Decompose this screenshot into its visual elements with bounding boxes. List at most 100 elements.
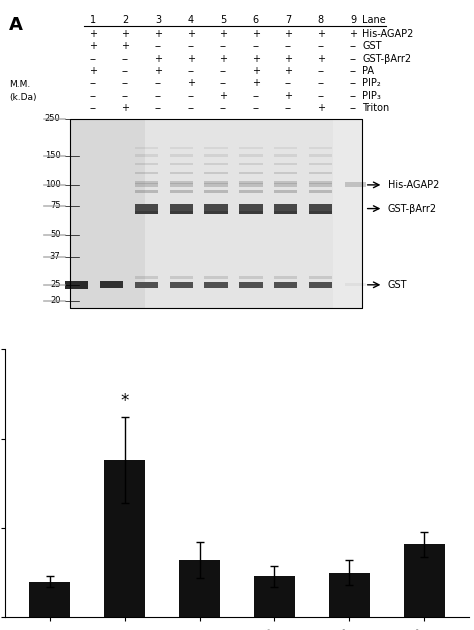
- FancyBboxPatch shape: [204, 172, 228, 175]
- Text: --: --: [122, 54, 129, 64]
- Text: +: +: [187, 54, 194, 64]
- Text: 5: 5: [220, 15, 226, 25]
- Text: --: --: [122, 78, 129, 88]
- Text: 100: 100: [45, 180, 61, 190]
- Text: --: --: [350, 66, 356, 76]
- Bar: [404, 544, 445, 617]
- Text: --: --: [155, 78, 162, 88]
- FancyBboxPatch shape: [309, 147, 332, 149]
- FancyBboxPatch shape: [204, 210, 228, 214]
- FancyBboxPatch shape: [170, 147, 193, 149]
- FancyBboxPatch shape: [170, 154, 193, 157]
- Text: --: --: [317, 42, 324, 52]
- FancyBboxPatch shape: [274, 282, 298, 288]
- Text: --: --: [187, 66, 194, 76]
- Text: --: --: [252, 91, 259, 101]
- FancyBboxPatch shape: [65, 281, 89, 289]
- Text: 75: 75: [50, 201, 61, 210]
- Text: Lane: Lane: [363, 15, 386, 25]
- Text: 6: 6: [253, 15, 259, 25]
- Text: +: +: [252, 66, 260, 76]
- Text: 7: 7: [285, 15, 291, 25]
- Text: +: +: [187, 78, 194, 88]
- FancyBboxPatch shape: [274, 204, 298, 213]
- FancyBboxPatch shape: [204, 147, 228, 149]
- FancyBboxPatch shape: [100, 282, 123, 288]
- Text: --: --: [122, 91, 129, 101]
- Text: --: --: [155, 42, 162, 52]
- Text: *: *: [120, 392, 129, 410]
- FancyBboxPatch shape: [170, 190, 193, 193]
- FancyBboxPatch shape: [345, 284, 366, 287]
- Text: GST: GST: [363, 42, 382, 52]
- FancyBboxPatch shape: [274, 172, 298, 175]
- FancyBboxPatch shape: [333, 119, 363, 309]
- FancyBboxPatch shape: [70, 119, 145, 309]
- Text: --: --: [187, 42, 194, 52]
- Text: PA: PA: [363, 66, 374, 76]
- Text: +: +: [317, 103, 325, 113]
- Text: --: --: [219, 66, 227, 76]
- FancyBboxPatch shape: [274, 276, 298, 279]
- FancyBboxPatch shape: [274, 163, 298, 165]
- Text: A: A: [9, 16, 23, 33]
- Text: --: --: [187, 91, 194, 101]
- Text: +: +: [89, 29, 97, 39]
- Text: 8: 8: [318, 15, 324, 25]
- FancyBboxPatch shape: [204, 276, 228, 279]
- Text: --: --: [284, 42, 292, 52]
- Text: 150: 150: [45, 151, 61, 160]
- Text: 20: 20: [50, 296, 61, 306]
- FancyBboxPatch shape: [135, 190, 158, 193]
- Text: --: --: [284, 78, 292, 88]
- Text: +: +: [317, 29, 325, 39]
- Text: PIP₃: PIP₃: [363, 91, 381, 101]
- FancyBboxPatch shape: [309, 163, 332, 165]
- Text: +: +: [252, 54, 260, 64]
- FancyBboxPatch shape: [135, 276, 158, 279]
- Bar: [254, 576, 295, 617]
- FancyBboxPatch shape: [170, 282, 193, 288]
- Text: +: +: [284, 54, 292, 64]
- Text: --: --: [350, 103, 356, 113]
- Text: --: --: [90, 54, 97, 64]
- Text: --: --: [317, 78, 324, 88]
- FancyBboxPatch shape: [239, 147, 263, 149]
- Text: --: --: [90, 103, 97, 113]
- Text: --: --: [350, 78, 356, 88]
- Text: Triton: Triton: [363, 103, 390, 113]
- Text: 1: 1: [90, 15, 96, 25]
- FancyBboxPatch shape: [239, 172, 263, 175]
- FancyBboxPatch shape: [309, 204, 332, 213]
- Text: His-AGAP2: His-AGAP2: [363, 29, 414, 39]
- Text: 37: 37: [50, 252, 61, 261]
- FancyBboxPatch shape: [135, 282, 158, 288]
- FancyBboxPatch shape: [274, 210, 298, 214]
- Text: --: --: [284, 103, 292, 113]
- Text: +: +: [219, 54, 227, 64]
- FancyBboxPatch shape: [204, 204, 228, 213]
- FancyBboxPatch shape: [170, 204, 193, 213]
- FancyBboxPatch shape: [274, 190, 298, 193]
- Bar: [104, 460, 145, 617]
- FancyBboxPatch shape: [204, 154, 228, 157]
- Text: +: +: [121, 42, 129, 52]
- FancyBboxPatch shape: [239, 163, 263, 165]
- FancyBboxPatch shape: [274, 183, 298, 187]
- FancyBboxPatch shape: [135, 172, 158, 175]
- FancyBboxPatch shape: [309, 210, 332, 214]
- Text: --: --: [155, 91, 162, 101]
- Text: PIP₂: PIP₂: [363, 78, 381, 88]
- Text: +: +: [317, 54, 325, 64]
- Text: +: +: [219, 29, 227, 39]
- FancyBboxPatch shape: [309, 154, 332, 157]
- Text: +: +: [187, 29, 194, 39]
- FancyBboxPatch shape: [135, 181, 158, 183]
- FancyBboxPatch shape: [170, 172, 193, 175]
- FancyBboxPatch shape: [239, 210, 263, 214]
- FancyBboxPatch shape: [204, 163, 228, 165]
- Text: GST-βArr2: GST-βArr2: [363, 54, 411, 64]
- Text: (k.Da): (k.Da): [9, 93, 37, 102]
- FancyBboxPatch shape: [170, 183, 193, 187]
- FancyBboxPatch shape: [170, 210, 193, 214]
